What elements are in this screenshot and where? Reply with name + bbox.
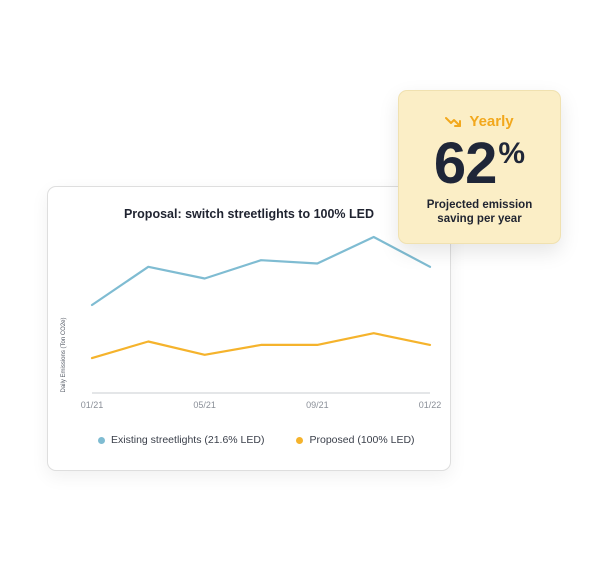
series-line-0	[90, 235, 432, 307]
stat-period-label: Yearly	[469, 113, 514, 130]
stat-value: 62 %	[399, 135, 560, 193]
stat-caption: Projected emission saving per year	[409, 198, 550, 227]
legend-dot-proposed	[296, 436, 304, 444]
line-chart: 01/21 05/21 09/21 01/22	[81, 235, 442, 410]
stat-period: Yearly	[399, 113, 560, 130]
stat-caption-line2: saving per year	[437, 213, 522, 226]
x-tick-label: 09/21	[306, 400, 329, 410]
chart-legend: Existing streetlights (21.6% LED) Propos…	[98, 434, 415, 446]
legend-dot-existing	[98, 436, 105, 444]
trend-down-icon	[445, 116, 462, 127]
stat-card: Yearly 62 % Projected emission saving pe…	[398, 90, 561, 244]
x-tick-label: 01/21	[81, 400, 104, 410]
x-tick-label: 05/21	[193, 400, 216, 410]
legend-label-proposed: Proposed (100% LED)	[309, 434, 415, 446]
stat-number: 62	[433, 131, 498, 196]
x-tick-label: 01/22	[419, 400, 442, 410]
legend-item-existing: Existing streetlights (21.6% LED)	[98, 434, 264, 446]
chart-title: Proposal: switch streetlights to 100% LE…	[123, 207, 375, 221]
legend-label-existing: Existing streetlights (21.6% LED)	[111, 434, 265, 446]
stat-caption-line1: Projected emission	[426, 199, 533, 211]
series-line-1	[90, 332, 432, 360]
stat-unit: %	[498, 137, 526, 170]
chart-card: Proposal: switch streetlights to 100% LE…	[47, 186, 451, 471]
legend-item-proposed: Proposed (100% LED)	[296, 434, 415, 446]
